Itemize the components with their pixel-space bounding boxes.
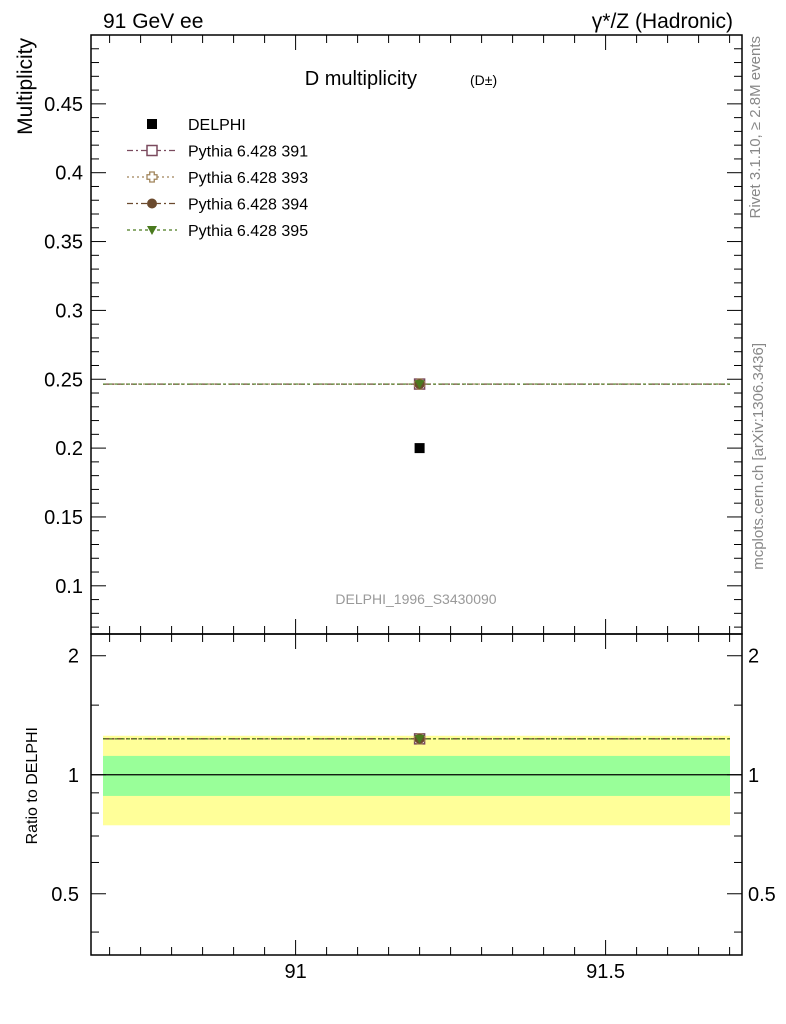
y-tick-label: 0.35 [44, 232, 83, 254]
header-left: 91 GeV ee [103, 10, 203, 33]
ratio-tick-label-right: 1 [748, 765, 759, 787]
legend-label: Pythia 6.428 394 [188, 197, 308, 214]
y-axis-label: Multiplicity [14, 38, 37, 135]
legend-marker [146, 171, 158, 183]
ratio-frame [90, 633, 743, 956]
legend-marker [147, 226, 157, 235]
legend-label: Pythia 6.428 393 [188, 170, 308, 187]
ratio-tick-label-left: 0.5 [51, 884, 79, 906]
ratio-uncertainty-band [91, 735, 742, 826]
legend-marker [147, 198, 157, 209]
y-tick-label: 0.15 [44, 507, 83, 529]
inner-band [103, 755, 730, 796]
rivet-label: Rivet 3.1.10, ≥ 2.8M events [747, 36, 764, 219]
ratio-tick-label-left: 2 [68, 646, 79, 668]
y-tick-label: 0.45 [44, 94, 83, 116]
series-point-ratio [414, 734, 425, 744]
chart-title: D multiplicity [305, 68, 417, 90]
header-right: γ*/Z (Hadronic) [592, 10, 733, 33]
y-tick-label: 0.2 [55, 438, 83, 460]
chart-marks [103, 378, 730, 745]
legend-label: Pythia 6.428 395 [188, 223, 308, 240]
axes: 0.1 0.15 0.2 0.25 0.3 0.35 0.4 0.45 0.5 0.5 1 1 2 2 91… [44, 34, 776, 983]
x-tick-label: 91.5 [586, 961, 625, 983]
data-point [414, 443, 425, 454]
legend: DELPHI Pythia 6.428 391 Pythia 6.428 393 Py… [127, 117, 308, 240]
y-tick-label: 0.1 [55, 576, 83, 598]
y-tick-label: 0.25 [44, 369, 83, 391]
legend-label: Pythia 6.428 391 [188, 144, 308, 161]
legend-marker [146, 144, 158, 157]
ratio-tick-label-right: 0.5 [748, 884, 776, 906]
mcplots-label: mcplots.cern.ch [arXiv:1306.3436] [750, 343, 767, 570]
analysis-watermark: DELPHI_1996_S3430090 [335, 591, 496, 607]
ratio-tick-label-left: 1 [68, 765, 79, 787]
x-tick-label: 91 [284, 961, 306, 983]
y-tick-label: 0.4 [55, 163, 83, 185]
chart-title-sub: (D±) [470, 72, 497, 88]
series-point-main [414, 380, 425, 390]
ratio-tick-label-right: 2 [748, 646, 759, 668]
legend-marker-data [147, 119, 157, 129]
y-tick-label: 0.3 [55, 300, 83, 322]
legend-label: DELPHI [188, 117, 246, 134]
ratio-axis-label: Ratio to DELPHI [24, 727, 41, 844]
